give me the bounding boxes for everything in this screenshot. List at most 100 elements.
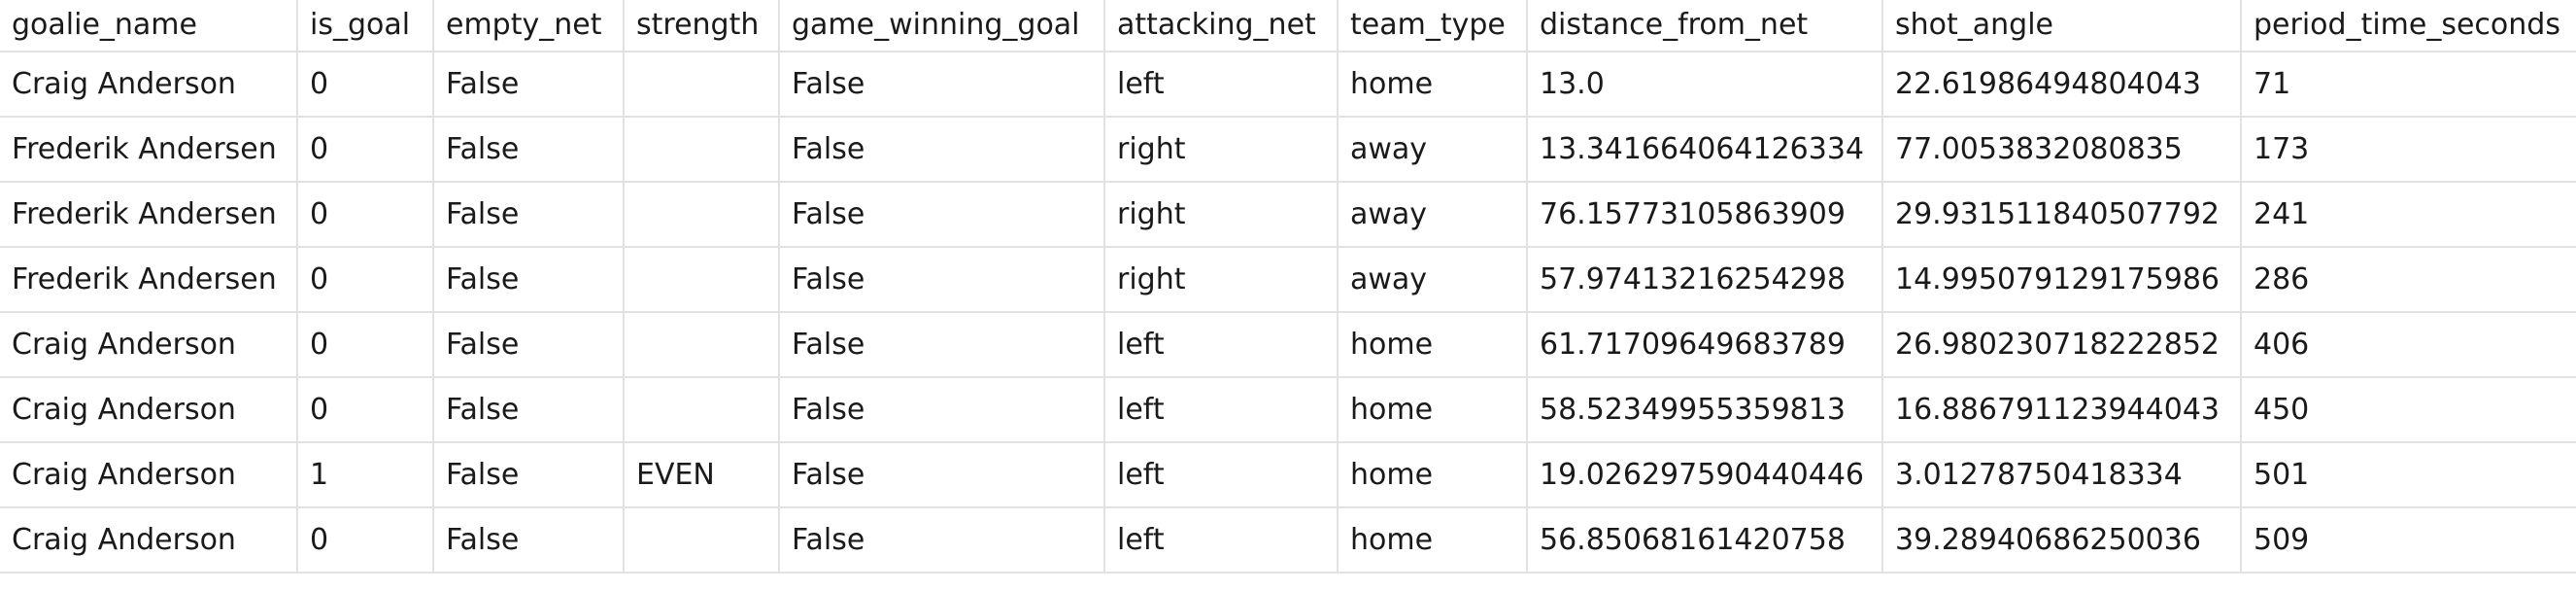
cell-shot-angle[interactable]: 39.28940686250036 (1881, 506, 2242, 574)
cell-goalie-name[interactable]: Craig Anderson (0, 506, 298, 574)
cell-strength[interactable] (623, 246, 780, 313)
cell-strength[interactable] (623, 116, 780, 183)
column-header-period-time-seconds[interactable]: period_time_seconds (2240, 0, 2576, 52)
cell-team-type[interactable]: home (1337, 311, 1528, 378)
cell-shot-angle[interactable]: 26.980230718222852 (1881, 311, 2242, 378)
cell-attacking-net[interactable]: left (1103, 506, 1339, 574)
table-row[interactable]: Craig Anderson 0 False False left home 13.0 22.… (0, 51, 2576, 118)
cell-goalie-name[interactable]: Craig Anderson (0, 311, 298, 378)
cell-distance-from-net[interactable]: 58.52349955359813 (1526, 376, 1883, 443)
cell-shot-angle[interactable]: 3.01278750418334 (1881, 441, 2242, 508)
cell-game-winning-goal[interactable]: False (778, 311, 1105, 378)
cell-attacking-net[interactable]: right (1103, 181, 1339, 248)
cell-game-winning-goal[interactable]: False (778, 506, 1105, 574)
cell-empty-net[interactable]: False (432, 311, 625, 378)
cell-period-time-seconds[interactable]: 286 (2240, 246, 2576, 313)
column-header-shot-angle[interactable]: shot_angle (1881, 0, 2242, 52)
cell-period-time-seconds[interactable]: 509 (2240, 506, 2576, 574)
cell-shot-angle[interactable]: 29.931511840507792 (1881, 181, 2242, 248)
cell-game-winning-goal[interactable]: False (778, 51, 1105, 118)
cell-strength[interactable] (623, 51, 780, 118)
cell-game-winning-goal[interactable]: False (778, 246, 1105, 313)
cell-is-goal[interactable]: 0 (296, 506, 434, 574)
cell-is-goal[interactable]: 0 (296, 181, 434, 248)
table-row[interactable]: Craig Anderson 1 False EVEN False left home 19.… (0, 441, 2576, 508)
cell-goalie-name[interactable]: Craig Anderson (0, 51, 298, 118)
cell-team-type[interactable]: home (1337, 51, 1528, 118)
cell-is-goal[interactable]: 0 (296, 51, 434, 118)
cell-goalie-name[interactable]: Frederik Andersen (0, 246, 298, 313)
cell-game-winning-goal[interactable]: False (778, 441, 1105, 508)
cell-empty-net[interactable]: False (432, 506, 625, 574)
cell-shot-angle[interactable]: 22.61986494804043 (1881, 51, 2242, 118)
column-header-strength[interactable]: strength (623, 0, 780, 52)
cell-empty-net[interactable]: False (432, 51, 625, 118)
table-row[interactable]: Craig Anderson 0 False False left home 58.5234… (0, 376, 2576, 443)
cell-game-winning-goal[interactable]: False (778, 116, 1105, 183)
cell-period-time-seconds[interactable]: 173 (2240, 116, 2576, 183)
table-row[interactable]: Frederik Andersen 0 False False right away 76.… (0, 181, 2576, 248)
column-header-goalie-name[interactable]: goalie_name (0, 0, 298, 52)
cell-period-time-seconds[interactable]: 501 (2240, 441, 2576, 508)
table-row[interactable]: Craig Anderson 0 False False left home 56.8506… (0, 506, 2576, 574)
column-header-attacking-net[interactable]: attacking_net (1103, 0, 1339, 52)
table-row[interactable]: Frederik Andersen 0 False False right away 13.… (0, 116, 2576, 183)
cell-distance-from-net[interactable]: 19.026297590440446 (1526, 441, 1883, 508)
cell-team-type[interactable]: away (1337, 246, 1528, 313)
cell-period-time-seconds[interactable]: 71 (2240, 51, 2576, 118)
cell-strength[interactable] (623, 376, 780, 443)
table-row[interactable]: Frederik Andersen 0 False False right away 57.… (0, 246, 2576, 313)
cell-team-type[interactable]: home (1337, 441, 1528, 508)
cell-goalie-name[interactable]: Frederik Andersen (0, 116, 298, 183)
column-header-team-type[interactable]: team_type (1337, 0, 1528, 52)
cell-distance-from-net[interactable]: 57.97413216254298 (1526, 246, 1883, 313)
cell-period-time-seconds[interactable]: 406 (2240, 311, 2576, 378)
cell-empty-net[interactable]: False (432, 181, 625, 248)
cell-period-time-seconds[interactable]: 241 (2240, 181, 2576, 248)
cell-empty-net[interactable]: False (432, 116, 625, 183)
cell-attacking-net[interactable]: left (1103, 376, 1339, 443)
cell-period-time-seconds[interactable]: 450 (2240, 376, 2576, 443)
cell-strength[interactable] (623, 181, 780, 248)
column-header-is-goal[interactable]: is_goal (296, 0, 434, 52)
cell-distance-from-net[interactable]: 13.0 (1526, 51, 1883, 118)
cell-attacking-net[interactable]: left (1103, 51, 1339, 118)
cell-is-goal[interactable]: 1 (296, 441, 434, 508)
cell-empty-net[interactable]: False (432, 441, 625, 508)
cell-empty-net[interactable]: False (432, 246, 625, 313)
cell-game-winning-goal[interactable]: False (778, 376, 1105, 443)
cell-game-winning-goal[interactable]: False (778, 181, 1105, 248)
cell-strength[interactable] (623, 311, 780, 378)
cell-attacking-net[interactable]: left (1103, 441, 1339, 508)
cell-is-goal[interactable]: 0 (296, 116, 434, 183)
cell-team-type[interactable]: home (1337, 376, 1528, 443)
cell-team-type[interactable]: away (1337, 181, 1528, 248)
cell-distance-from-net[interactable]: 13.341664064126334 (1526, 116, 1883, 183)
cell-distance-from-net[interactable]: 56.85068161420758 (1526, 506, 1883, 574)
table-body: Craig Anderson 0 False False left home 13.0 22.… (0, 51, 2576, 574)
cell-distance-from-net[interactable]: 76.15773105863909 (1526, 181, 1883, 248)
cell-goalie-name[interactable]: Frederik Andersen (0, 181, 298, 248)
cell-strength[interactable] (623, 506, 780, 574)
cell-shot-angle[interactable]: 14.995079129175986 (1881, 246, 2242, 313)
cell-attacking-net[interactable]: left (1103, 311, 1339, 378)
cell-team-type[interactable]: away (1337, 116, 1528, 183)
column-header-distance-from-net[interactable]: distance_from_net (1526, 0, 1883, 52)
cell-attacking-net[interactable]: right (1103, 246, 1339, 313)
cell-strength[interactable]: EVEN (623, 441, 780, 508)
cell-is-goal[interactable]: 0 (296, 311, 434, 378)
header-row: goalie_name is_goal empty_net strength g… (0, 0, 2576, 52)
cell-is-goal[interactable]: 0 (296, 246, 434, 313)
cell-is-goal[interactable]: 0 (296, 376, 434, 443)
cell-attacking-net[interactable]: right (1103, 116, 1339, 183)
cell-goalie-name[interactable]: Craig Anderson (0, 376, 298, 443)
table-row[interactable]: Craig Anderson 0 False False left home 61.7170… (0, 311, 2576, 378)
cell-goalie-name[interactable]: Craig Anderson (0, 441, 298, 508)
cell-shot-angle[interactable]: 77.0053832080835 (1881, 116, 2242, 183)
cell-team-type[interactable]: home (1337, 506, 1528, 574)
cell-shot-angle[interactable]: 16.886791123944043 (1881, 376, 2242, 443)
cell-distance-from-net[interactable]: 61.71709649683789 (1526, 311, 1883, 378)
column-header-game-winning-goal[interactable]: game_winning_goal (778, 0, 1105, 52)
cell-empty-net[interactable]: False (432, 376, 625, 443)
column-header-empty-net[interactable]: empty_net (432, 0, 625, 52)
